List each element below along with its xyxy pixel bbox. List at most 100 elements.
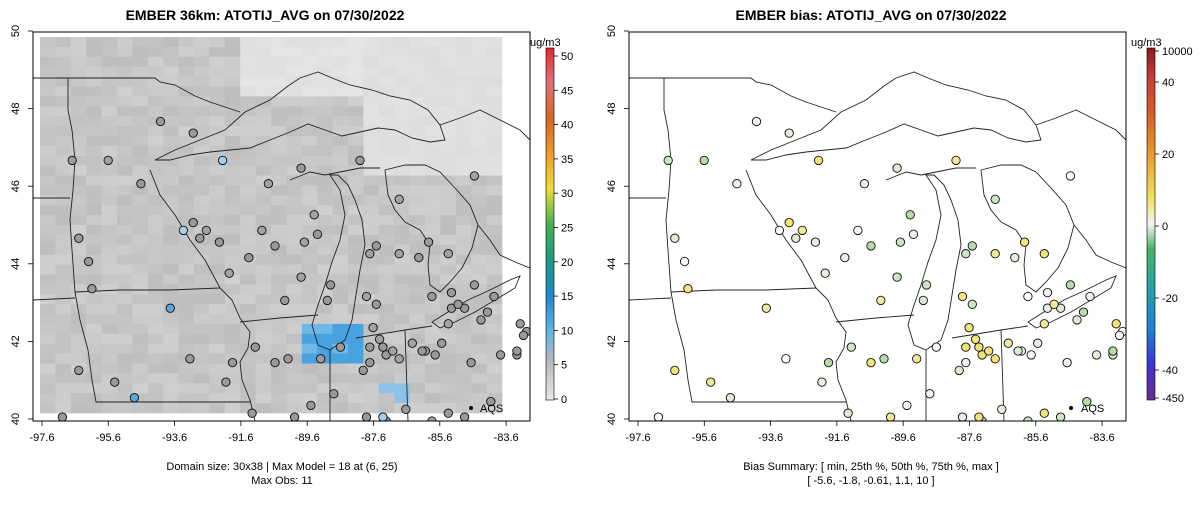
grid-cell xyxy=(55,37,72,48)
grid-cell xyxy=(163,373,179,384)
grid-cell xyxy=(101,86,118,97)
right-colorbar-unit: ug/m3 xyxy=(1131,37,1162,49)
grid-cell xyxy=(409,116,426,127)
grid-cell xyxy=(348,274,364,285)
grid-cell xyxy=(409,333,426,344)
grid-cell xyxy=(301,195,318,206)
bias-station-marker xyxy=(990,354,1000,364)
grid-cell xyxy=(163,284,179,295)
grid-cell xyxy=(440,126,457,137)
grid-cell xyxy=(425,264,441,275)
grid-cell xyxy=(224,135,241,147)
grid-cell xyxy=(209,215,226,226)
grid-cell xyxy=(425,106,441,117)
grid-cell xyxy=(224,46,241,58)
grid-cell xyxy=(194,185,210,196)
grid-cell xyxy=(101,363,118,374)
grid-cell xyxy=(440,353,457,364)
grid-cell xyxy=(348,264,364,275)
grid-cell xyxy=(301,264,318,275)
bias-station-marker xyxy=(1010,252,1020,263)
grid-cell xyxy=(394,225,410,236)
grid-cell xyxy=(163,383,179,394)
station-marker xyxy=(312,229,323,239)
grid-cell xyxy=(55,333,72,344)
colorbar-tick-label: 50 xyxy=(561,51,573,63)
right-colorbar xyxy=(1146,47,1156,401)
grid-cell xyxy=(55,126,72,137)
grid-cell xyxy=(286,254,303,265)
y-tick-label: 48 xyxy=(606,102,618,114)
grid-cell xyxy=(194,96,210,107)
left-colorbar-ticks: 0 5 10 15 20 25 30 35 40 45 50 xyxy=(554,51,573,406)
grid-cell xyxy=(178,304,195,315)
grid-cell xyxy=(255,215,272,226)
grid-cell xyxy=(132,215,149,226)
grid-cell xyxy=(378,106,395,117)
station-marker xyxy=(309,210,319,220)
grid-cell xyxy=(194,195,210,206)
grid-cell xyxy=(471,126,487,137)
grid-cell xyxy=(455,393,472,404)
grid-cell xyxy=(317,126,333,137)
grid-cell xyxy=(409,185,426,196)
grid-cell xyxy=(240,215,256,226)
grid-cell xyxy=(286,175,303,186)
grid-cell xyxy=(209,323,226,335)
station-marker xyxy=(394,354,404,364)
grid-cell xyxy=(332,333,349,344)
grid-cell xyxy=(163,155,179,166)
grid-cell xyxy=(101,333,118,344)
grid-cell xyxy=(70,76,87,87)
grid-cell xyxy=(394,96,410,107)
grid-cell xyxy=(209,373,226,384)
grid-cell xyxy=(394,274,410,285)
grid-cell xyxy=(271,195,287,206)
grid-cell xyxy=(255,274,272,285)
grid-cell xyxy=(209,353,226,364)
grid-cell xyxy=(455,264,472,275)
grid-cell xyxy=(132,126,149,137)
bias-station-marker xyxy=(1082,396,1092,407)
bias-station-marker xyxy=(699,155,709,166)
grid-cell xyxy=(163,353,179,364)
grid-cell xyxy=(394,234,410,246)
bias-station-marker xyxy=(918,295,928,306)
grid-cell xyxy=(363,56,380,67)
colorbar-tick-label: 35 xyxy=(561,154,573,166)
grid-cell xyxy=(55,363,72,374)
grid-cell xyxy=(378,66,395,77)
bias-station-marker xyxy=(905,210,915,220)
grid-cell xyxy=(486,165,503,176)
grid-cell xyxy=(224,314,241,325)
grid-cell xyxy=(224,215,241,226)
y-tick-label: 46 xyxy=(10,180,22,192)
grid-cell xyxy=(178,254,195,265)
grid-cell xyxy=(317,205,333,216)
grid-cell xyxy=(147,304,164,315)
grid-cell xyxy=(301,135,318,147)
grid-cell xyxy=(101,185,118,196)
grid-cell xyxy=(70,145,87,156)
grid-cell xyxy=(332,116,349,127)
grid-cell xyxy=(147,284,164,295)
bias-station-marker xyxy=(846,342,856,352)
grid-cell xyxy=(224,37,241,48)
grid-cell xyxy=(117,175,133,186)
grid-cell xyxy=(455,76,472,87)
grid-cell xyxy=(440,323,457,335)
station-marker xyxy=(296,163,306,173)
grid-cell xyxy=(40,343,56,354)
station-marker xyxy=(414,252,424,263)
grid-cell xyxy=(101,195,118,206)
grid-cell xyxy=(194,264,210,275)
grid-cell xyxy=(255,135,272,147)
grid-cell xyxy=(163,76,179,87)
grid-cell xyxy=(40,323,56,335)
grid-cell xyxy=(286,353,303,364)
grid-cell xyxy=(178,314,195,325)
grid-cell xyxy=(224,96,241,107)
grid-cell xyxy=(86,155,102,166)
grid-cell xyxy=(286,314,303,325)
bias-station-marker xyxy=(1065,171,1076,181)
